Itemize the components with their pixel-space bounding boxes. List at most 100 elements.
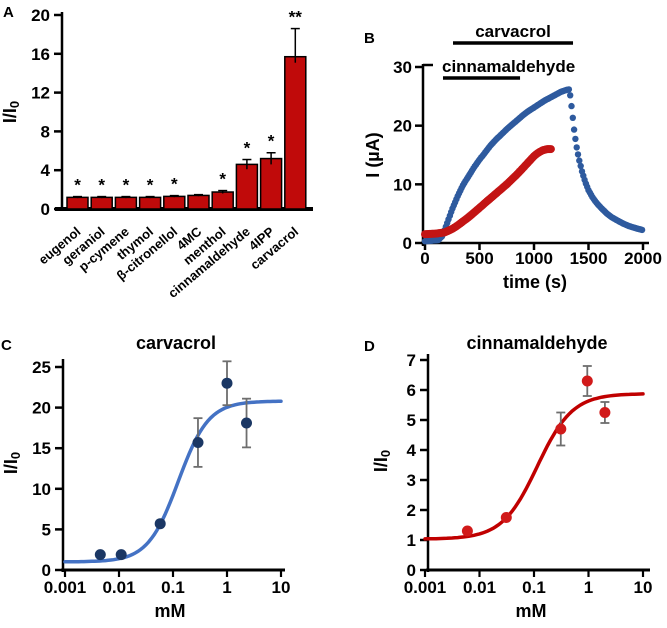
x-tick-label: 10: [634, 578, 653, 597]
trace-dot-carvacrol: [569, 114, 576, 122]
panel-c-letter: C: [1, 337, 12, 354]
data-point: [581, 375, 593, 387]
y-tick-label: 0: [403, 234, 412, 253]
panel-a-letter: A: [3, 4, 14, 21]
y-tick-label: 16: [31, 45, 50, 64]
trace-dot-carvacrol: [577, 162, 584, 170]
y-tick-label: 10: [393, 175, 412, 194]
y-tick-label: 12: [31, 84, 50, 103]
bar: [90, 196, 113, 210]
data-point: [500, 512, 512, 523]
application-label: cinnamaldehyde: [442, 57, 575, 76]
y-tick-label: 5: [42, 520, 51, 539]
trace-dot-carvacrol: [576, 157, 583, 164]
chart-title: carvacrol: [136, 333, 216, 353]
y-tick-label: 20: [32, 399, 51, 418]
x-tick-label: 500: [465, 249, 493, 268]
x-tick-label: 1: [584, 578, 593, 597]
bar: [66, 196, 89, 210]
x-tick-label: 2000: [624, 249, 662, 268]
x-tick-label: 1500: [570, 249, 608, 268]
trace-dot-carvacrol: [572, 135, 579, 143]
y-tick-label: 25: [32, 358, 51, 377]
y-axis-title: I (µA): [363, 132, 383, 177]
data-point: [221, 377, 233, 389]
chart-title: cinnamaldehyde: [466, 333, 607, 353]
significance-mark: *: [147, 176, 154, 195]
y-axis-title: I/I0: [0, 101, 22, 123]
x-tick-label: 0.001: [44, 578, 87, 597]
y-tick-label: 4: [41, 161, 51, 180]
bar: [138, 196, 162, 210]
trace-dot-carvacrol: [565, 86, 573, 93]
data-point: [461, 525, 473, 537]
significance-mark: *: [219, 170, 226, 189]
y-tick-label: 1: [407, 531, 416, 550]
y-tick-label: 20: [393, 117, 412, 136]
data-point: [192, 437, 204, 448]
panel-d-letter: D: [364, 338, 375, 355]
y-tick-label: 5: [407, 411, 416, 430]
panel-b-chart: carvacrol cinnamaldehyde 0 10 20 30 0 500 1000 15…: [363, 22, 662, 292]
y-tick-label: 2: [407, 501, 416, 520]
y-axis-title: I/I0: [1, 452, 23, 474]
bar: [284, 55, 307, 210]
panel-a-chart: 048121620I/I0*eugenol*geraniol*p-cymene*…: [0, 6, 313, 301]
y-tick-label: 0: [42, 561, 51, 580]
panel-c-chart: carvacrol 0 5 10 15 20 25 0.001 0.01 0.1 1 10 mM I/I0: [1, 333, 290, 621]
y-axis-title: I/I0: [371, 450, 393, 472]
data-point: [154, 518, 166, 530]
x-axis-title: mM: [155, 601, 186, 621]
x-tick-label: 0.01: [463, 578, 496, 597]
data-point: [94, 549, 106, 561]
data-point: [241, 417, 252, 429]
application-label: carvacrol: [475, 22, 551, 41]
y-tick-label: 0: [41, 200, 50, 219]
y-tick-label: 3: [407, 471, 416, 490]
trace-dot-carvacrol: [574, 151, 582, 158]
significance-mark: *: [244, 139, 251, 158]
y-tick-label: 0: [407, 561, 416, 580]
bar: [187, 194, 210, 210]
y-tick-label: 10: [32, 480, 51, 499]
significance-mark: *: [123, 176, 130, 195]
y-tick-label: 8: [41, 122, 50, 141]
trace-dot-carvacrol: [573, 144, 580, 151]
bar: [235, 163, 259, 210]
data-point: [115, 549, 127, 561]
y-tick-label: 4: [407, 441, 417, 460]
data-point: [555, 423, 567, 435]
x-tick-label: 0.1: [522, 578, 546, 597]
x-tick-label: 10: [272, 578, 291, 597]
bar: [114, 196, 138, 210]
trace-dot-carvacrol: [638, 226, 646, 234]
trace-dot-carvacrol: [568, 102, 575, 110]
significance-mark: *: [74, 176, 81, 195]
x-tick-label: 0.01: [102, 578, 135, 597]
x-tick-label: 0.1: [161, 578, 185, 597]
significance-mark: **: [289, 8, 303, 27]
trace-dot-carvacrol: [570, 126, 578, 133]
y-tick-label: 15: [32, 439, 51, 458]
panel-b-letter: B: [364, 30, 375, 47]
trace-dot-carvacrol: [567, 92, 574, 99]
significance-mark: *: [98, 176, 105, 195]
bar: [211, 191, 234, 210]
significance-mark: *: [268, 132, 275, 151]
significance-mark: *: [171, 175, 178, 194]
x-tick-label: 1: [222, 578, 231, 597]
x-tick-label: 1000: [515, 249, 553, 268]
fit-curve: [63, 399, 283, 564]
bar: [163, 195, 186, 210]
y-tick-label: 20: [31, 6, 50, 25]
bar: [259, 157, 283, 210]
x-tick-label: 0.001: [404, 578, 447, 597]
y-tick-label: 7: [407, 351, 416, 370]
panel-d-chart: cinnamaldehyde 0 1 2 3 4 5 6 7 0.001 0.01 0.1 1 10 mM I…: [371, 333, 652, 621]
data-point: [599, 407, 611, 418]
y-tick-label: 6: [407, 381, 416, 400]
x-tick-label: 0: [420, 249, 429, 268]
x-axis-title: mM: [516, 601, 547, 621]
